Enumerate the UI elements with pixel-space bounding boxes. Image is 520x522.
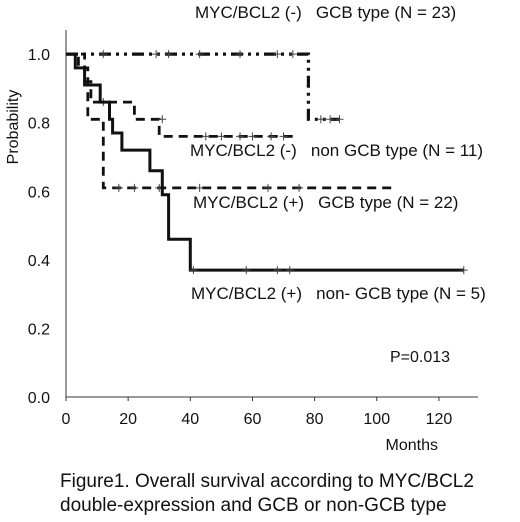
- censor-mark: [152, 50, 161, 59]
- label-layer: P=0.013 MYC/BCL2 (-) GCB type (N = 23) MYC…: [190, 3, 486, 366]
- x-tick-label: 60: [244, 411, 262, 428]
- x-tick-label: 100: [363, 411, 390, 428]
- censor-mark: [195, 50, 204, 59]
- series-label: MYC/BCL2 (+) GCB type (N = 22): [193, 193, 458, 212]
- figure-caption: Figure1. Overall survival according to M…: [60, 470, 500, 518]
- series-label: MYC/BCL2 (-) GCB type (N = 23): [195, 3, 456, 22]
- censor-mark: [195, 183, 204, 192]
- p-value-annotation: P=0.013: [390, 349, 450, 366]
- censor-mark: [99, 50, 108, 59]
- censor-mark: [164, 50, 173, 59]
- censor-mark: [285, 266, 294, 275]
- y-tick-label: 0.2: [28, 321, 50, 338]
- x-tick-label: 40: [181, 411, 199, 428]
- series-4: [66, 52, 468, 275]
- series-line: [66, 52, 464, 272]
- censor-mark: [335, 115, 344, 124]
- censor-mark: [459, 266, 468, 275]
- y-tick-label: 0.8: [28, 116, 50, 133]
- x-axis-label: Months: [386, 437, 438, 454]
- censor-mark: [217, 132, 226, 141]
- censor-mark: [114, 183, 123, 192]
- censor-mark: [316, 115, 325, 124]
- censor-mark: [158, 115, 167, 124]
- censor-mark: [273, 50, 282, 59]
- censor-mark: [279, 132, 288, 141]
- y-tick-label: 0.6: [28, 184, 50, 201]
- censor-mark: [130, 183, 139, 192]
- censor-mark: [236, 50, 245, 59]
- censor-mark: [264, 183, 272, 192]
- series-label: MYC/BCL2 (-) non GCB type (N = 11): [190, 141, 483, 160]
- y-tick-label: 0.0: [28, 390, 50, 407]
- series-1: [66, 50, 344, 124]
- x-tick-label: 80: [306, 411, 324, 428]
- censor-mark: [201, 132, 210, 141]
- series-3: [66, 52, 396, 192]
- censor-mark: [295, 183, 304, 192]
- caption-line-2: double-expression and GCB or non-GCB typ…: [60, 495, 447, 516]
- series-label: MYC/BCL2 (+) non- GCB type (N = 5): [191, 284, 486, 303]
- caption-line-1: Figure1. Overall survival according to M…: [60, 471, 474, 492]
- y-axis-label: Probability: [5, 90, 22, 165]
- y-tick-label: 1.0: [28, 47, 50, 64]
- censor-mark: [288, 50, 297, 59]
- series-line: [66, 52, 340, 121]
- censor-mark: [267, 132, 276, 141]
- series-line: [66, 52, 396, 190]
- x-tick-label: 0: [62, 411, 71, 428]
- censor-mark: [189, 266, 198, 275]
- censor-mark: [242, 266, 251, 275]
- censor-mark: [248, 132, 257, 141]
- series-layer: [66, 50, 468, 275]
- axes: 0.0 0.2 0.4 0.6 0.8 1.0 0 20 40 60 80 100 120 Probabi…: [5, 30, 478, 454]
- censor-mark: [273, 266, 282, 275]
- x-tick-label: 20: [119, 411, 137, 428]
- censor-mark: [236, 132, 245, 141]
- survival-chart: 0.0 0.2 0.4 0.6 0.8 1.0 0 20 40 60 80 100 120 Probabi…: [5, 3, 486, 454]
- censor-mark: [326, 115, 335, 124]
- y-tick-label: 0.4: [28, 253, 50, 270]
- x-tick-label: 120: [426, 411, 453, 428]
